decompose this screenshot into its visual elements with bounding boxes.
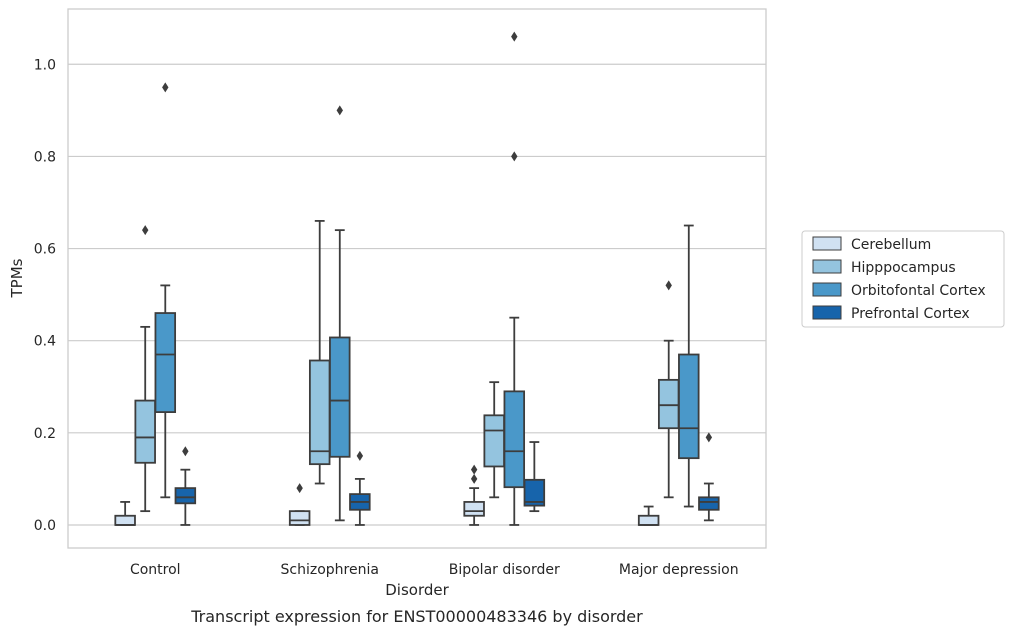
box-series bbox=[114, 31, 720, 526]
plot-frame bbox=[67, 8, 767, 549]
legend-items: Cerebellum Hipppocampus Orbitofontal Corte… bbox=[812, 236, 986, 322]
x-tick-label: Major depression bbox=[619, 562, 739, 578]
y-tick-label: 0.2 bbox=[34, 426, 56, 442]
outlier-point bbox=[511, 31, 518, 42]
box-hipppocampus bbox=[134, 225, 156, 513]
box-orbitofontal-cortex bbox=[154, 82, 177, 499]
outlier-point bbox=[470, 473, 478, 484]
box-iqr bbox=[288, 510, 311, 526]
box-hipppocampus bbox=[657, 280, 680, 499]
outlier-point bbox=[162, 82, 169, 93]
x-tick-labels: Control Schizophrenia Bipolar disorder Majo… bbox=[130, 562, 739, 578]
box-prefrontal-cortex bbox=[523, 441, 546, 513]
box-iqr bbox=[174, 487, 197, 505]
x-tick-label: Bipolar disorder bbox=[449, 562, 560, 578]
legend-swatch bbox=[812, 282, 842, 297]
outlier-point bbox=[470, 464, 478, 475]
box-cerebellum bbox=[114, 501, 136, 526]
y-tick-label: 0.6 bbox=[34, 242, 56, 258]
outlier-point bbox=[511, 151, 518, 162]
y-tick-label: 0.4 bbox=[34, 334, 56, 350]
box-cerebellum bbox=[463, 464, 485, 526]
y-tick-label: 1.0 bbox=[34, 57, 56, 73]
gridlines bbox=[68, 63, 766, 526]
box-prefrontal-cortex bbox=[349, 450, 371, 526]
box-orbitofontal-cortex bbox=[678, 224, 700, 508]
box-iqr bbox=[637, 514, 660, 526]
box-prefrontal-cortex bbox=[698, 432, 720, 522]
box-cerebellum bbox=[637, 505, 660, 526]
box-iqr bbox=[523, 478, 546, 507]
outlier-point bbox=[356, 450, 364, 461]
x-tick-label: Schizophrenia bbox=[281, 562, 379, 578]
box-iqr bbox=[134, 399, 156, 464]
legend-label: Prefrontal Cortex bbox=[851, 306, 970, 322]
box-prefrontal-cortex bbox=[174, 446, 197, 526]
box-orbitofontal-cortex bbox=[329, 105, 351, 522]
legend-label: Cerebellum bbox=[851, 237, 931, 253]
box-iqr bbox=[154, 312, 177, 413]
outlier-point bbox=[142, 225, 149, 236]
box-orbitofontal-cortex bbox=[503, 31, 526, 526]
box-hipppocampus bbox=[483, 381, 505, 499]
legend: Cerebellum Hipppocampus Orbitofontal Corte… bbox=[801, 230, 1005, 328]
legend-swatch bbox=[812, 259, 842, 274]
outlier-point bbox=[182, 446, 189, 457]
box-iqr bbox=[308, 359, 331, 466]
outlier-point bbox=[705, 432, 713, 443]
box-iqr bbox=[657, 378, 680, 430]
box-iqr bbox=[503, 390, 526, 489]
legend-swatch bbox=[812, 305, 842, 320]
y-axis-title: TPMs bbox=[8, 258, 26, 298]
y-tick-label: 0.0 bbox=[34, 518, 56, 534]
box-iqr bbox=[463, 501, 485, 517]
outlier-point bbox=[336, 105, 343, 116]
outlier-point bbox=[296, 483, 303, 494]
box-iqr bbox=[114, 514, 136, 526]
outlier-point bbox=[665, 280, 672, 291]
box-hipppocampus bbox=[308, 220, 331, 485]
chart-caption: Transcript expression for ENST0000048334… bbox=[190, 607, 643, 626]
legend-frame bbox=[801, 230, 1005, 328]
y-tick-labels: 0.0 0.2 0.4 0.6 0.8 1.0 bbox=[34, 57, 56, 534]
legend-label: Orbitofontal Cortex bbox=[851, 283, 986, 299]
box-cerebellum bbox=[288, 483, 311, 526]
box-iqr bbox=[329, 336, 351, 458]
x-tick-label: Control bbox=[130, 562, 181, 578]
box-iqr bbox=[698, 496, 720, 511]
box-iqr bbox=[483, 414, 505, 468]
legend-label: Hipppocampus bbox=[851, 260, 956, 276]
x-axis-title: Disorder bbox=[385, 581, 449, 599]
box-iqr bbox=[678, 353, 700, 460]
legend-swatch bbox=[812, 236, 842, 251]
y-tick-label: 0.8 bbox=[34, 149, 56, 165]
